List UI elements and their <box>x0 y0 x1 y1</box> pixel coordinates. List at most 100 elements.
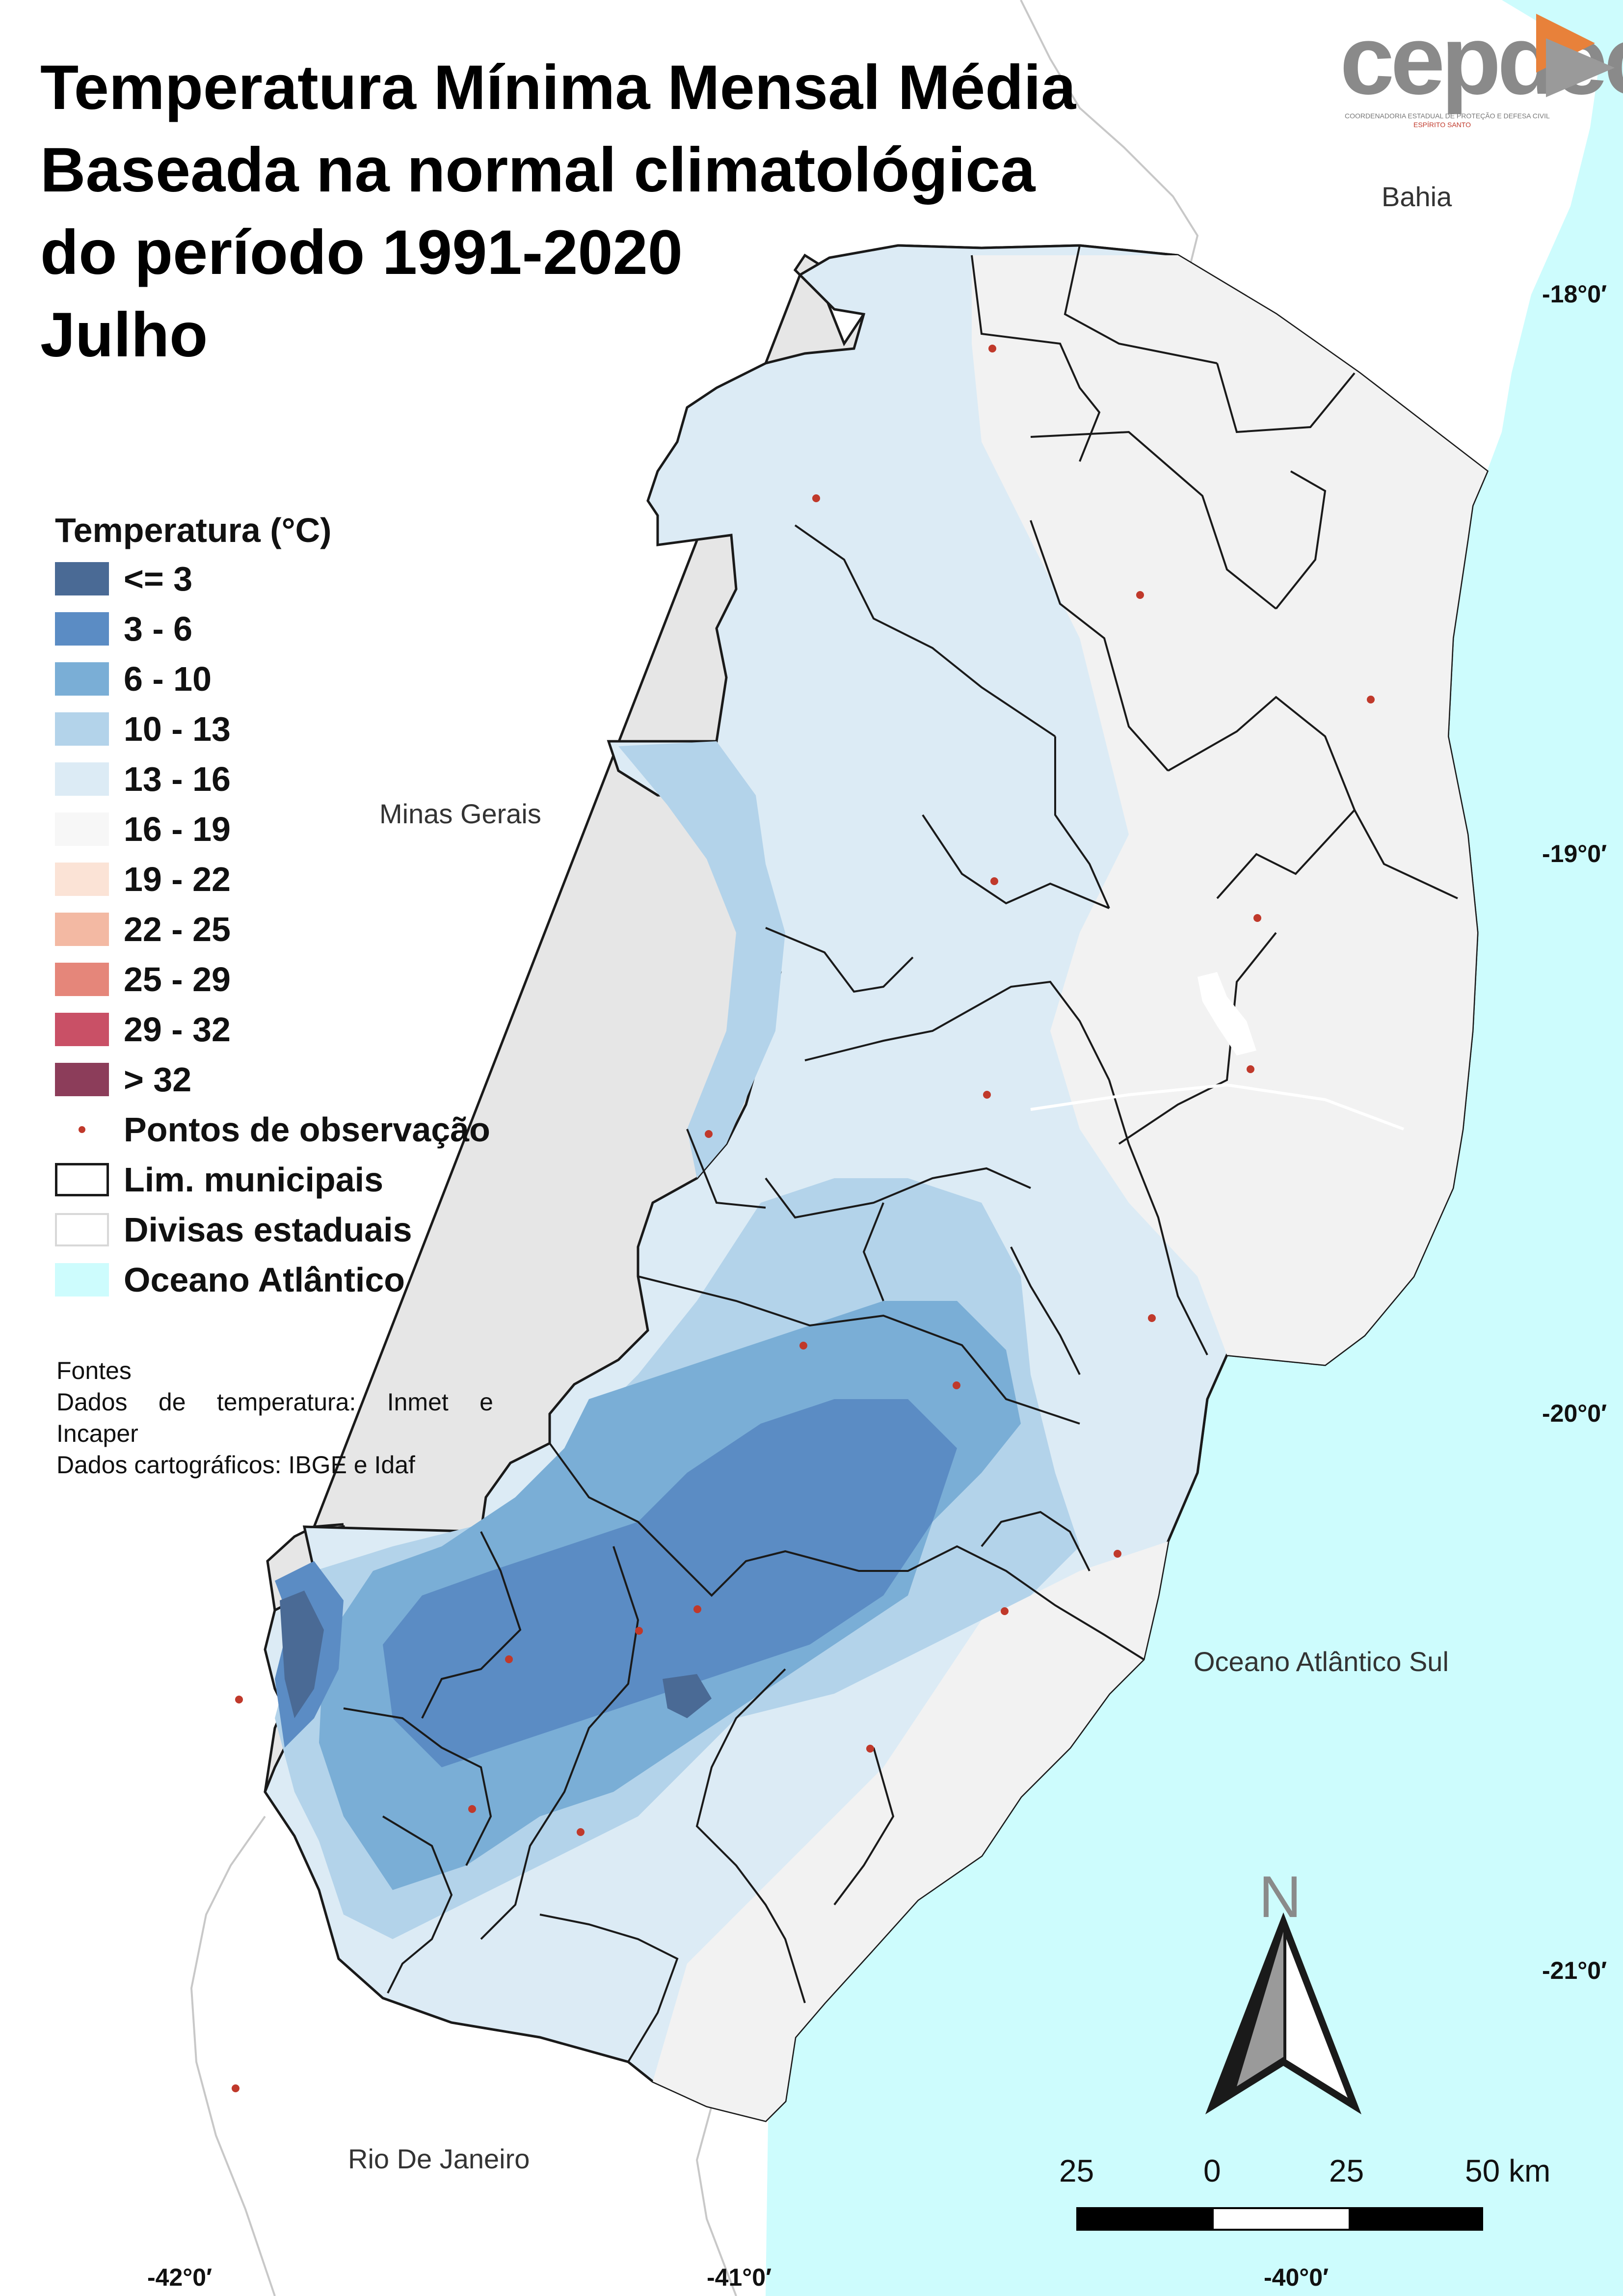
north-label: N <box>1259 1864 1302 1930</box>
observation-point <box>1136 591 1144 599</box>
legend-class-row: <= 3 <box>55 554 490 604</box>
legend-swatch <box>55 562 109 595</box>
legend-class-row: 10 - 13 <box>55 704 490 754</box>
legend-label-municipal: Lim. municipais <box>124 1161 383 1199</box>
lat-label-20: -20°0′ <box>1542 1400 1607 1427</box>
label-bahia: Bahia <box>1382 181 1452 212</box>
state-border-minas-rio <box>190 1815 276 2296</box>
temperature-raster <box>275 255 1487 2121</box>
observation-point <box>1253 914 1261 922</box>
legend-class-row: 25 - 29 <box>55 954 490 1004</box>
legend-label-state: Divisas estaduais <box>124 1211 412 1249</box>
observation-point <box>990 877 998 885</box>
logo-subtitle: COORDENADORIA ESTADUAL DE PROTEÇÃO E DEF… <box>1345 112 1550 120</box>
lat-label-18: -18°0′ <box>1542 280 1607 308</box>
legend-swatch <box>55 1063 109 1096</box>
observation-point <box>866 1745 874 1753</box>
ocean-area <box>766 0 1623 2296</box>
observation-point <box>232 2084 239 2092</box>
observation-point <box>468 1805 476 1813</box>
scale-label: 25 <box>1329 2153 1364 2188</box>
legend-class-label: 25 - 29 <box>124 960 231 999</box>
legend-title: Temperatura (°C) <box>55 511 332 549</box>
scale-label: 0 <box>1203 2153 1221 2188</box>
observation-point <box>812 494 820 502</box>
observation-point <box>505 1655 513 1663</box>
legend-class-row: 19 - 22 <box>55 854 490 904</box>
legend-class-label: 13 - 16 <box>124 760 231 798</box>
legend-class-row: 13 - 16 <box>55 754 490 804</box>
legend-class-label: 16 - 19 <box>124 810 231 848</box>
observation-point <box>953 1381 960 1389</box>
observation-point <box>705 1130 713 1138</box>
logo-region: ESPÍRITO SANTO <box>1413 121 1471 129</box>
observation-point <box>1001 1607 1009 1615</box>
state-border-rio-coast <box>695 2106 737 2296</box>
title-line-4: Julho <box>40 300 208 370</box>
sources-word: e <box>479 1388 493 1416</box>
observation-points <box>232 345 1375 2092</box>
legend-swatch <box>55 913 109 946</box>
legend-ocean: Oceano Atlântico <box>55 1255 490 1305</box>
legend-class-row: 29 - 32 <box>55 1004 490 1054</box>
legend-swatch <box>55 662 109 696</box>
lon-label-41: -41°0′ <box>707 2264 772 2291</box>
sources-heading: Fontes <box>56 1357 132 1384</box>
north-arrow <box>1205 1912 1362 2114</box>
observation-point-icon <box>55 1113 109 1146</box>
title-line-1: Temperatura Mínima Mensal Média <box>40 53 1076 123</box>
sources-cartographic: Dados cartográficos: IBGE e Idaf <box>56 1451 415 1479</box>
legend-classes: <= 3 3 - 6 6 - 10 10 - 13 13 - 16 16 - 19 19 -… <box>55 554 490 1105</box>
legend-swatch <box>55 1013 109 1046</box>
lat-label-19: -19°0′ <box>1542 840 1607 867</box>
observation-point <box>235 1696 243 1703</box>
legend-class-label: > 32 <box>124 1060 192 1099</box>
legend-swatch <box>55 612 109 646</box>
legend-class-row: > 32 <box>55 1054 490 1105</box>
legend-swatch <box>55 812 109 846</box>
ocean-swatch <box>55 1263 109 1297</box>
scale-label: 50 km <box>1465 2153 1551 2188</box>
sources-word: Dados <box>56 1388 128 1416</box>
label-minas-gerais: Minas Gerais <box>379 798 541 829</box>
legend-label-ocean: Oceano Atlântico <box>124 1261 405 1299</box>
state-border-bahia-minas <box>1020 0 1199 275</box>
legend-class-row: 6 - 10 <box>55 654 490 704</box>
legend-swatch <box>55 762 109 796</box>
legend: Temperatura (°C) <= 3 3 - 6 6 - 10 10 - 13 1… <box>55 511 490 1305</box>
state-border-swatch <box>55 1213 109 1246</box>
sources: Fontes Dados de temperatura: Inmet e Inc… <box>56 1355 493 1481</box>
lat-label-21: -21°0′ <box>1542 1957 1607 1984</box>
legend-swatch <box>55 712 109 746</box>
sources-word: temperatura: <box>216 1388 356 1416</box>
observation-point <box>577 1828 585 1836</box>
map-title: Temperatura Mínima Mensal Média Baseada … <box>40 47 1076 377</box>
observation-point <box>1367 696 1375 703</box>
observation-point <box>983 1091 991 1099</box>
lon-label-42: -42°0′ <box>147 2264 213 2291</box>
legend-municipal-limits: Lim. municipais <box>55 1155 490 1205</box>
river <box>1030 1083 1405 1131</box>
observation-point <box>1247 1065 1254 1073</box>
observation-point <box>1114 1550 1121 1558</box>
legend-class-row: 16 - 19 <box>55 804 490 854</box>
lake <box>1197 972 1256 1055</box>
scale-bar <box>1076 2207 1483 2231</box>
label-rio-de-janeiro: Rio De Janeiro <box>348 2143 530 2174</box>
legend-class-label: 6 - 10 <box>124 660 212 698</box>
observation-point <box>988 345 996 352</box>
legend-class-label: 22 - 25 <box>124 910 231 948</box>
legend-state-borders: Divisas estaduais <box>55 1205 490 1255</box>
observation-point <box>635 1627 643 1635</box>
legend-class-label: 19 - 22 <box>124 860 231 898</box>
municipal-boundaries <box>343 245 1458 2063</box>
title-line-2: Baseada na normal climatológica <box>40 135 1036 205</box>
sources-word: Inmet <box>387 1388 449 1416</box>
sources-temperature-line-2: Incaper <box>56 1420 138 1447</box>
legend-class-label: <= 3 <box>124 560 193 598</box>
logo-play-icon <box>1536 14 1615 97</box>
legend-class-label: 10 - 13 <box>124 710 231 748</box>
legend-swatch <box>55 863 109 896</box>
legend-class-row: 22 - 25 <box>55 904 490 954</box>
